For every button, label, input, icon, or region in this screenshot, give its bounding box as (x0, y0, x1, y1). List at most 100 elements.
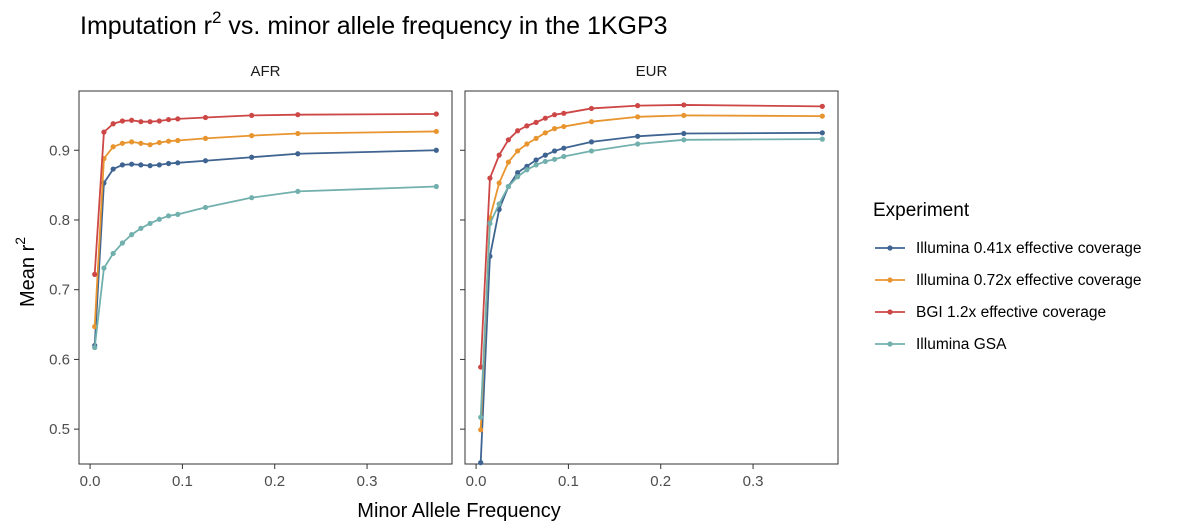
data-point (681, 137, 687, 143)
data-point (147, 142, 153, 148)
legend-item: BGI 1.2x effective coverage (875, 304, 1106, 321)
data-point (92, 271, 98, 277)
data-point (119, 162, 125, 168)
data-point (129, 117, 135, 123)
y-tick-label: 0.6 (49, 351, 70, 368)
data-point (542, 158, 548, 165)
data-point (92, 344, 98, 351)
data-point (524, 141, 530, 147)
data-point (524, 123, 530, 129)
x-tick-label: 0.0 (80, 473, 101, 490)
x-axis-label: Minor Allele Frequency (357, 500, 560, 522)
data-point (478, 414, 484, 420)
data-point (819, 130, 825, 136)
data-point (119, 140, 125, 146)
legend-key-point (887, 309, 893, 315)
data-point (533, 135, 539, 142)
data-point (129, 232, 135, 238)
series-line (93, 149, 437, 346)
data-point (202, 135, 209, 142)
series-line (93, 113, 437, 275)
data-point (129, 161, 135, 167)
data-point (147, 163, 153, 169)
data-point (156, 118, 162, 124)
data-point (681, 130, 687, 137)
data-point (202, 158, 209, 164)
data-point (202, 114, 209, 121)
data-point (542, 115, 548, 121)
panel-border (464, 90, 839, 465)
data-point (175, 160, 181, 166)
data-point (147, 220, 153, 227)
data-point (202, 204, 209, 211)
data-point (119, 240, 125, 246)
data-point (551, 126, 558, 132)
y-axis-label: Mean r2 (12, 237, 39, 307)
data-point (249, 133, 255, 139)
data-point (635, 133, 641, 139)
y-tick-label: 0.8 (49, 212, 70, 229)
data-point (478, 460, 484, 466)
x-tick-label: 0.1 (558, 473, 579, 490)
data-point (478, 427, 484, 433)
panel-afr: AFR 0.0 0.1 0.2 0.3 0.5 0.6 0.7 0.8 0.9 (49, 63, 453, 490)
data-point (433, 147, 439, 153)
y-tick-label: 0.5 (49, 421, 70, 438)
data-point (119, 118, 125, 124)
data-point (175, 211, 181, 218)
data-point (165, 213, 172, 219)
data-point (551, 112, 558, 118)
data-point (295, 112, 301, 118)
series-line (479, 131, 823, 463)
data-point (110, 144, 116, 150)
panel-strip-label: EUR (636, 63, 668, 80)
data-point (295, 151, 301, 157)
data-point (819, 103, 825, 109)
data-point (433, 128, 439, 135)
legend-item: Illumina 0.72x effective coverage (875, 272, 1141, 289)
data-point (433, 111, 439, 117)
data-point (588, 119, 595, 125)
legend-item: Illumina GSA (875, 336, 1007, 353)
data-point (110, 121, 116, 127)
data-point (249, 154, 255, 160)
panels-layer: AFR 0.0 0.1 0.2 0.3 0.5 0.6 0.7 0.8 0.9 EUR 0.0 0.1 0… (49, 63, 839, 490)
data-point (819, 136, 825, 142)
data-point (496, 152, 502, 158)
data-point (533, 157, 539, 163)
legend-key-point (887, 277, 893, 283)
data-point (533, 162, 539, 168)
y-tick-label: 0.9 (49, 142, 70, 159)
data-point (156, 216, 162, 222)
data-point (295, 188, 301, 194)
x-tick-label: 0.2 (264, 473, 285, 490)
data-point (156, 139, 162, 146)
data-point (819, 113, 825, 119)
legend: Experiment Illumina 0.41x effective cove… (873, 200, 1141, 353)
data-point (295, 130, 301, 137)
data-point (433, 183, 439, 190)
data-point (249, 112, 255, 119)
legend-label: Illumina GSA (916, 336, 1007, 353)
data-point (635, 103, 641, 109)
data-point (138, 119, 144, 125)
data-point (515, 128, 521, 134)
legend-key-point (887, 341, 893, 347)
data-point (515, 148, 521, 154)
data-point (138, 140, 144, 146)
data-point (496, 180, 502, 186)
legend-label: BGI 1.2x effective coverage (916, 304, 1106, 321)
x-tick-label: 0.1 (172, 473, 193, 490)
data-point (138, 162, 144, 168)
series-line (93, 185, 437, 348)
legend-item: Illumina 0.41x effective coverage (875, 240, 1141, 257)
data-point (487, 220, 493, 227)
data-point (551, 156, 558, 162)
chart-title: Imputation r2 vs. minor allele frequency… (80, 8, 668, 40)
data-point (542, 130, 548, 136)
data-point (165, 138, 172, 144)
data-point (110, 250, 116, 257)
legend-key-point (887, 245, 893, 251)
data-point (165, 116, 172, 123)
